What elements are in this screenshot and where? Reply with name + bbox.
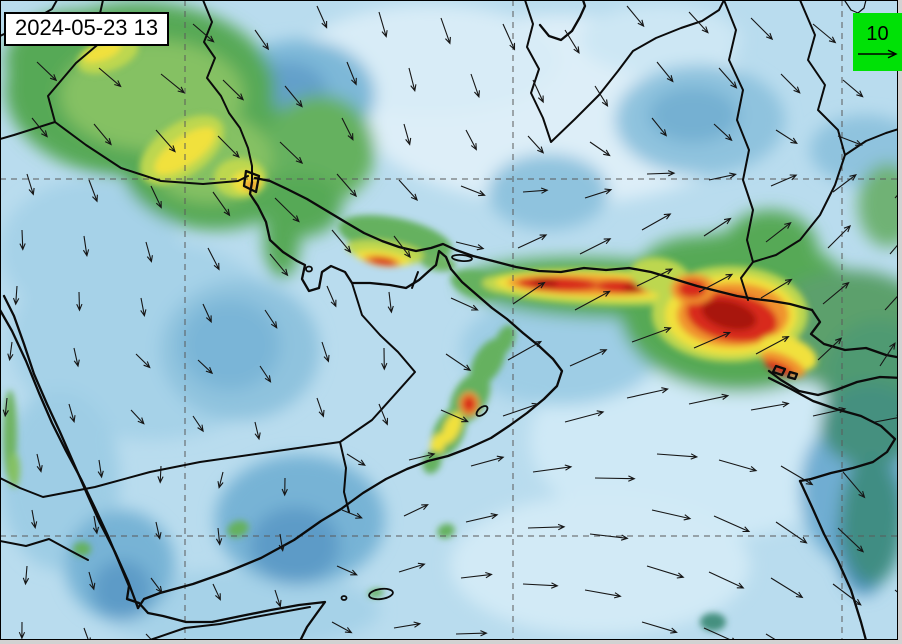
timestamp-label: 2024-05-23 13: [4, 12, 170, 46]
legend-reference-value: 10: [866, 23, 889, 45]
legend-wind-arrow-icon: [857, 49, 898, 59]
wind-legend: 10: [853, 13, 902, 71]
